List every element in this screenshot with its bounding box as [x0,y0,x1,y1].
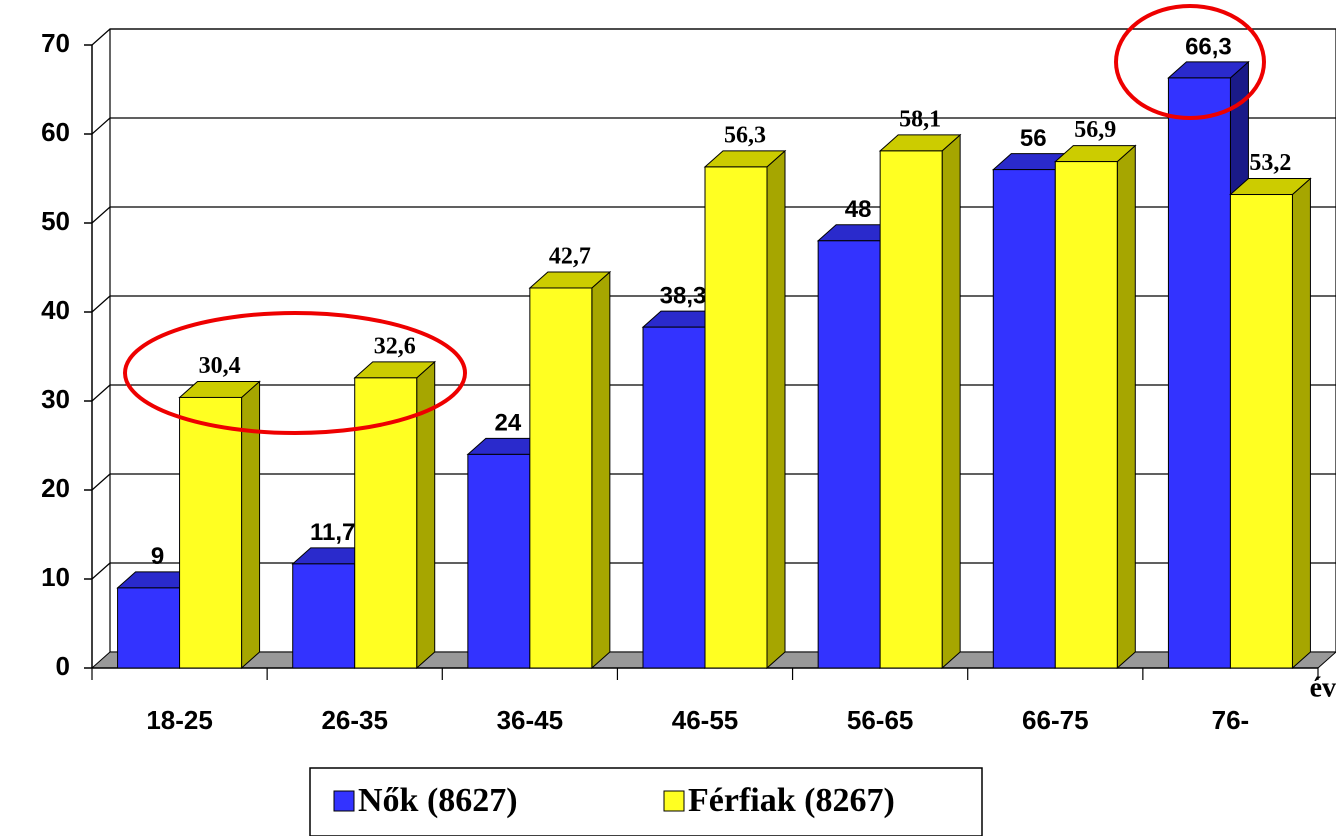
value-label: 53,2 [1249,150,1291,176]
bar [879,150,943,669]
value-label: 9 [151,543,164,570]
legend-label: Férfiak (8267) [688,782,895,819]
bar-side [1291,177,1311,670]
x-tick-label: 36-45 [497,705,564,735]
y-tick-label: 60 [41,117,70,147]
bar [1054,161,1118,669]
y-tick-label: 30 [41,384,70,414]
value-label: 32,6 [374,333,416,359]
bar-side [591,270,611,670]
bar [292,563,356,669]
legend-label: Nők (8627) [358,782,518,819]
y-tick-label: 40 [41,295,70,325]
value-label: 30,4 [199,353,241,379]
y-tick-label: 10 [41,562,70,592]
value-label: 11,7 [310,519,355,546]
legend-swatch [663,790,685,812]
bar-side [941,133,961,670]
value-label: 58,1 [899,106,941,132]
value-label: 42,7 [549,243,591,269]
bar [529,287,593,669]
x-tick-label: 26-35 [321,705,388,735]
x-tick-label: 76- [1212,705,1250,735]
value-label: 56,9 [1074,117,1116,143]
bar-side [241,380,261,670]
bar-side [1116,144,1136,670]
bar [704,166,768,669]
x-tick-label: 56-65 [847,705,914,735]
bar [642,326,706,669]
x-tick-label: 18-25 [146,705,213,735]
y-tick-label: 0 [56,651,70,681]
bar [817,240,881,669]
value-label: 38,3 [660,282,707,309]
y-tick-label: 70 [41,28,70,58]
bar [992,169,1056,669]
grid-line [91,295,111,313]
bar [354,377,418,669]
value-label: 56,3 [724,122,766,148]
bar [1167,77,1231,669]
value-label: 56 [1020,125,1047,152]
grid-line [91,28,111,46]
bar [117,587,181,669]
value-label: 24 [495,410,522,437]
bar [1229,194,1293,669]
grid-line [91,562,111,580]
bar [467,453,531,669]
y-tick-label: 20 [41,473,70,503]
highlight-ellipse [1114,4,1266,120]
bar-side [766,149,786,670]
x-tick-label: 46-55 [672,705,739,735]
grid-line [91,206,111,224]
legend-box [309,767,983,836]
grid-line [91,384,111,402]
grid-line [91,473,111,491]
value-label: 66,3 [1185,33,1232,60]
grid-line [91,117,111,135]
bar [179,396,243,669]
legend-swatch [333,790,355,812]
x-tick-label: 66-75 [1022,705,1089,735]
value-label: 48 [845,196,872,223]
x-axis-label: év [1310,672,1336,703]
highlight-ellipse [123,311,467,435]
y-tick-label: 50 [41,206,70,236]
